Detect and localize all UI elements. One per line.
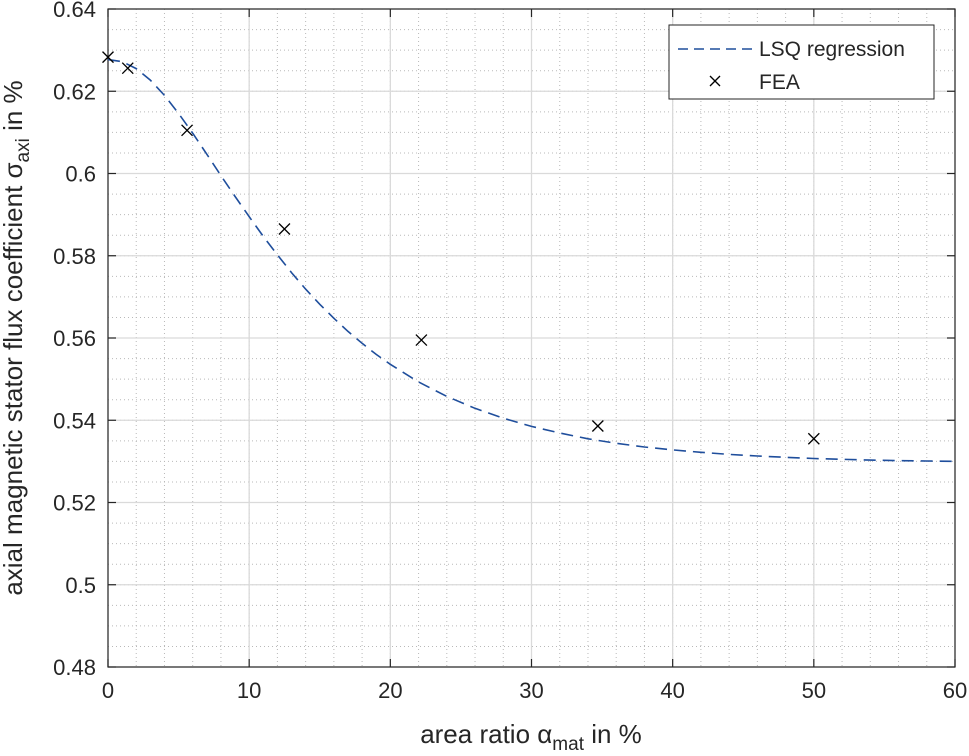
fea-point [591,420,604,432]
x-tick-label: 60 [943,678,967,703]
y-tick-label: 0.58 [53,244,96,269]
fea-point [807,432,820,445]
x-tick-label: 50 [802,678,826,703]
x-tick-label: 10 [237,678,261,703]
series-layer [102,51,956,463]
y-tick-label: 0.5 [65,573,96,598]
fea-point [181,124,194,137]
legend: LSQ regression FEA [668,24,935,100]
legend-label-lsq: LSQ regression [759,38,905,61]
y-tick-label: 0.64 [53,0,96,22]
y-tick-label: 0.6 [65,162,96,187]
y-tick-label: 0.52 [53,491,96,516]
x-tick-label: 0 [102,678,114,703]
fea-point [121,62,134,75]
ticks [107,8,956,668]
y-tick-labels: 0.48 0.5 0.52 0.54 0.56 0.58 0.6 0.62 0.64 [53,0,96,680]
legend-swatch-fea [709,75,721,87]
x-tick-label: 20 [378,678,402,703]
x-tick-label: 40 [660,678,684,703]
fea-point [415,334,428,347]
x-tick-label: 30 [519,678,543,703]
y-tick-label: 0.48 [53,655,96,680]
fea-point [102,51,114,64]
series-line-lsq-regression [107,58,956,463]
y-tick-label: 0.54 [53,408,96,433]
y-tick-label: 0.62 [53,79,96,104]
y-tick-label: 0.56 [53,326,96,351]
y-axis-label: axial magnetic stator flux coefficient σ… [0,80,34,595]
legend-box [668,24,935,100]
legend-label-fea: FEA [759,71,800,94]
x-tick-labels: 0 10 20 30 40 50 60 [102,678,967,703]
fea-point [278,223,291,235]
x-axis-label: area ratio αmat in % [420,719,642,755]
